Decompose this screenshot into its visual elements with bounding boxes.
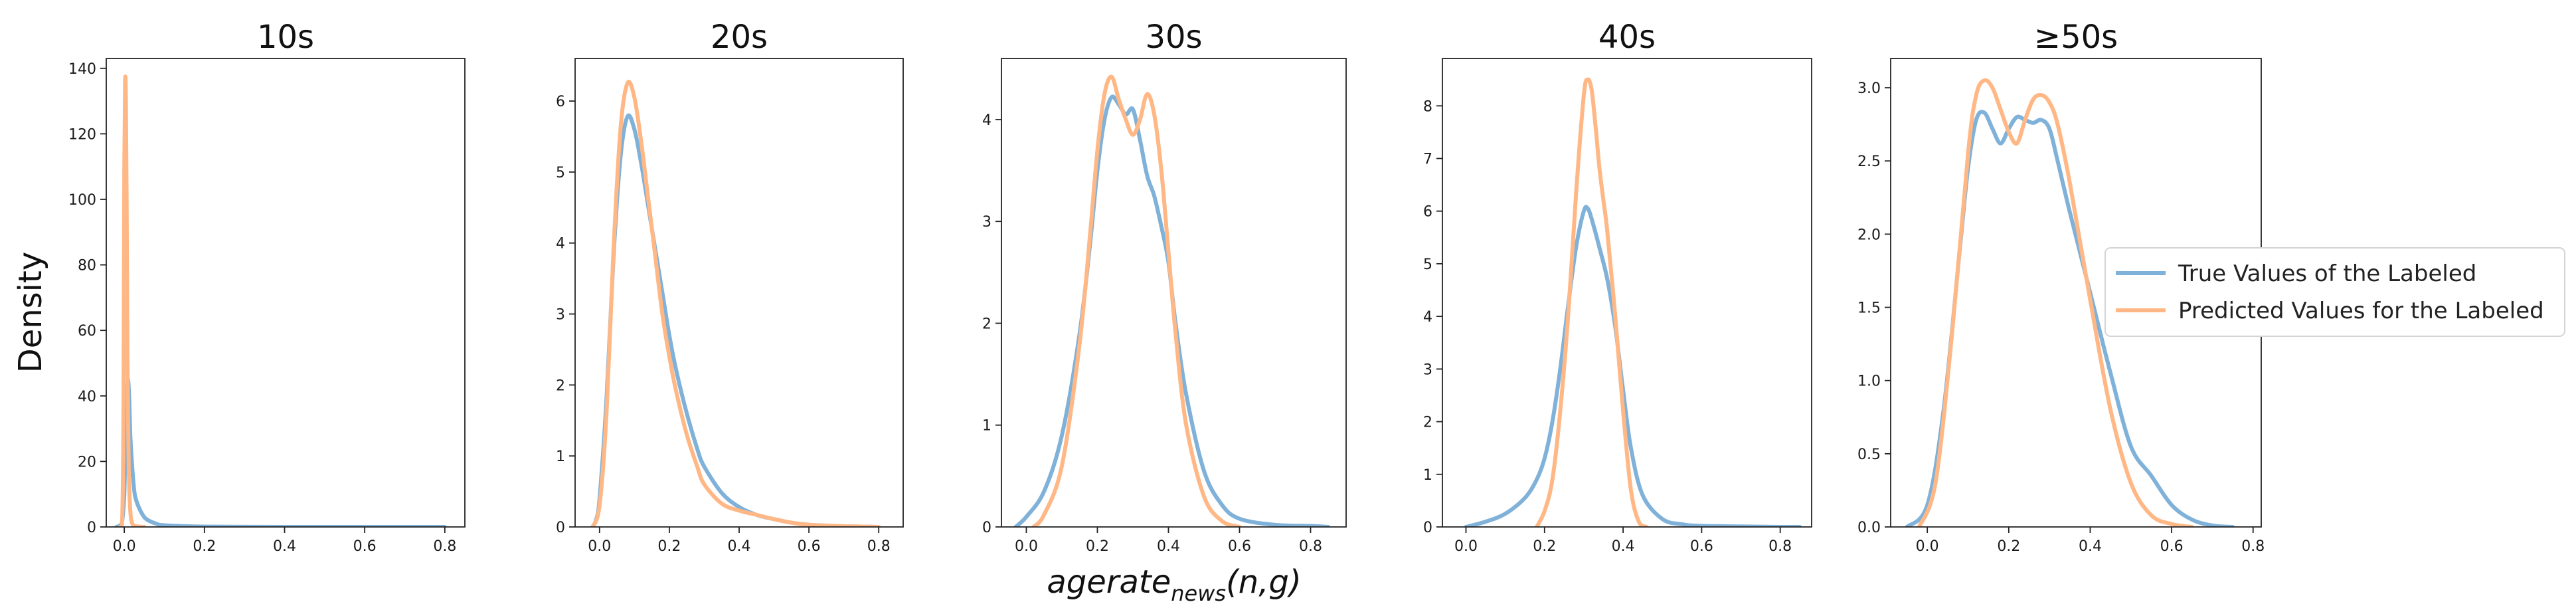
x-tick-label: 0.2 [193, 538, 216, 555]
x-tick-label: 0.0 [113, 538, 136, 555]
x-axis-label-args: (n,g) [1226, 563, 1302, 601]
panel-title: 30s [1145, 19, 1202, 56]
y-tick-label: 7 [1423, 152, 1432, 168]
y-tick-label: 0.5 [1857, 447, 1881, 463]
series-line-true [114, 377, 447, 527]
y-tick-label: 8 [1423, 98, 1432, 115]
y-tick-label: 2 [982, 316, 991, 332]
y-tick-label: 1 [1423, 467, 1432, 484]
y-tick-label: 0.0 [1857, 520, 1881, 536]
x-tick-label: 0.6 [353, 538, 377, 555]
legend-label-true: True Values of the Labeled [2178, 260, 2476, 287]
y-tick-label: 140 [68, 61, 96, 78]
y-tick-label: 40 [78, 389, 96, 405]
x-tick-label: 0.2 [1086, 538, 1109, 555]
x-tick-label: 0.6 [1690, 538, 1713, 555]
y-tick-label: 6 [556, 94, 565, 110]
panel-5: 0.0 0.2 0.4 0.6 0.8 0.0 0.5 1.0 1.5 2.0 2.5 3.0 ≥50s [1857, 19, 2265, 555]
x-tick-label: 0.6 [2160, 538, 2184, 555]
y-tick-label: 100 [68, 192, 96, 209]
x-axis-label-subscript: news [1171, 581, 1226, 606]
series-line-pred [1031, 74, 1242, 527]
y-tick-label: 60 [78, 323, 96, 340]
x-tick-label: 0.0 [588, 538, 611, 555]
series-line-pred [1535, 77, 1649, 527]
x-tick-label: 0.0 [1454, 538, 1478, 555]
y-tick-label: 5 [1423, 256, 1432, 273]
panel-4: 0.0 0.2 0.4 0.6 0.8 0 1 2 3 4 5 6 7 8 40s [1423, 19, 1812, 555]
panel-3: 0.0 0.2 0.4 0.6 0.8 0 1 2 3 4 30s [982, 19, 1347, 555]
y-tick-label: 3 [556, 307, 565, 324]
axes-frame [1001, 58, 1347, 528]
x-tick-label: 0.4 [1612, 538, 1635, 555]
x-axis-label-main: agerate [1047, 563, 1171, 601]
x-tick-label: 0.4 [2079, 538, 2102, 555]
y-tick-label: 5 [556, 165, 565, 181]
panel-title: ≥50s [2034, 19, 2118, 56]
panel-1: 0.0 0.2 0.4 0.6 0.8 0 20 40 60 80 100 120 140 10s [68, 19, 466, 555]
y-tick-label: 2 [1423, 415, 1432, 431]
y-tick-label: 1.0 [1857, 373, 1881, 390]
axes-frame [1442, 58, 1812, 528]
series-line-pred [1917, 78, 2194, 527]
x-tick-label: 0.0 [1015, 538, 1038, 555]
y-tick-label: 4 [1423, 309, 1432, 326]
y-tick-label: 3 [982, 214, 991, 231]
x-tick-label: 0.2 [1533, 538, 1556, 555]
y-tick-label: 3.0 [1857, 80, 1881, 97]
x-tick-label: 0.2 [1997, 538, 2020, 555]
y-tick-label: 1 [982, 418, 991, 435]
x-tick-label: 0.4 [728, 538, 751, 555]
y-tick-label: 0 [982, 520, 991, 536]
y-tick-label: 6 [1423, 204, 1432, 221]
panel-title: 40s [1598, 19, 1656, 56]
x-tick-label: 0.8 [2241, 538, 2265, 555]
y-tick-label: 3 [1423, 361, 1432, 378]
y-tick-label: 2 [556, 377, 565, 394]
y-tick-label: 20 [78, 454, 96, 470]
legend: True Values of the Labeled Predicted Valu… [2104, 247, 2565, 337]
y-tick-label: 0 [556, 520, 565, 536]
y-tick-label: 2.0 [1857, 227, 1881, 243]
series-line-true [1464, 205, 1802, 527]
x-axis-label: ageratenews(n,g) [1047, 563, 1301, 606]
x-tick-label: 0.4 [1157, 538, 1180, 555]
x-tick-label: 0.2 [657, 538, 681, 555]
series-line-pred [590, 80, 881, 527]
x-tick-label: 0.8 [1299, 538, 1322, 555]
y-tick-label: 0 [1423, 520, 1432, 536]
x-tick-label: 0.8 [1768, 538, 1792, 555]
legend-box [2104, 247, 2565, 337]
x-tick-label: 0.6 [798, 538, 821, 555]
series-line-pred [118, 74, 147, 527]
y-tick-label: 1 [556, 449, 565, 465]
panel-title: 10s [257, 19, 314, 56]
y-tick-label: 80 [78, 258, 96, 274]
panel-2: 0.0 0.2 0.4 0.6 0.8 0 1 2 3 4 5 6 20s [556, 19, 904, 555]
y-tick-label: 0 [87, 520, 96, 536]
x-tick-label: 0.6 [1228, 538, 1251, 555]
x-tick-label: 0.4 [273, 538, 296, 555]
y-tick-label: 4 [556, 236, 565, 253]
panel-title: 20s [711, 19, 768, 56]
y-tick-label: 2.5 [1857, 153, 1881, 170]
y-axis-label: Density [12, 252, 49, 373]
y-tick-label: 120 [68, 126, 96, 143]
legend-label-pred: Predicted Values for the Labeled [2178, 298, 2544, 324]
y-tick-label: 1.5 [1857, 300, 1881, 317]
x-tick-label: 0.8 [867, 538, 891, 555]
y-tick-label: 4 [982, 112, 991, 129]
x-tick-label: 0.8 [433, 538, 456, 555]
x-tick-label: 0.0 [1916, 538, 1939, 555]
axes-frame [106, 58, 466, 528]
series-line-true [590, 113, 881, 527]
